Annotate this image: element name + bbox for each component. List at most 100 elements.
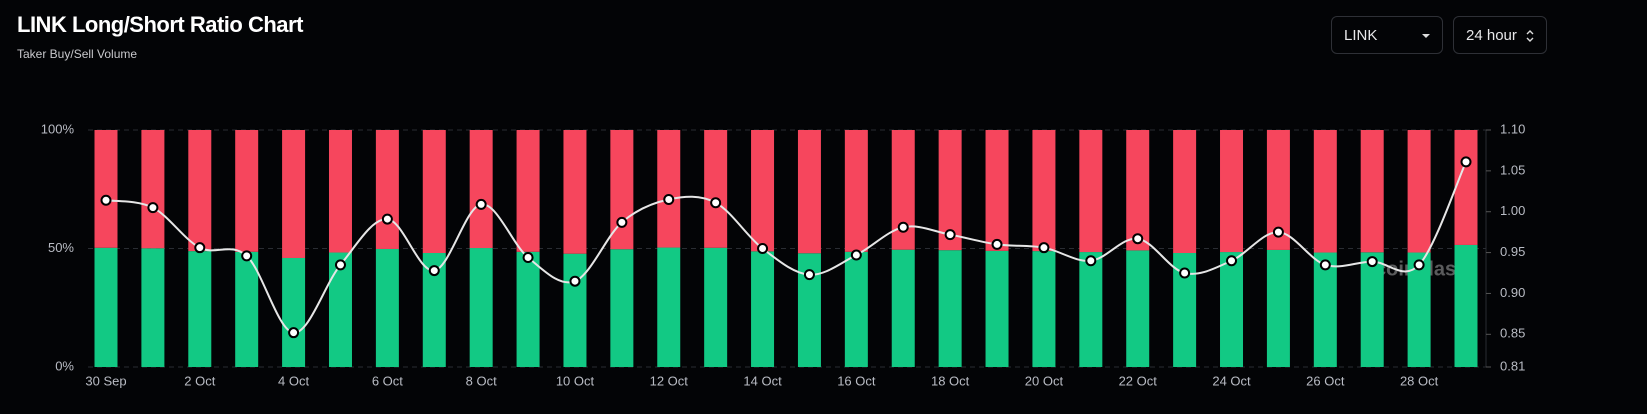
x-tick-label: 4 Oct [278,373,309,388]
ratio-point [1132,233,1144,245]
ratio-point [1413,259,1425,271]
y2-tick-label: 0.85 [1500,326,1525,341]
bar-segment [938,130,962,251]
bar-segment [1079,252,1103,367]
y2-tick-label: 0.95 [1500,244,1525,259]
bar-segment [1407,252,1431,367]
bar-segment [235,251,259,367]
bar-segment [141,130,165,249]
bar-segment [1126,250,1150,367]
ratio-point [194,242,206,254]
bar-segment [1173,130,1197,254]
bar-segment [751,251,775,367]
ratio-point [241,250,253,262]
ratio-point [1179,267,1191,279]
bar-segment [1313,130,1337,253]
ratio-point [991,238,1003,250]
x-tick-label: 2 Oct [184,373,215,388]
x-tick-label: 24 Oct [1212,373,1251,388]
bar-segment [282,130,306,258]
chart-subtitle: Taker Buy/Sell Volume [17,47,138,61]
bar-segment [891,249,915,367]
bar-segment [1407,130,1431,253]
bar-segment [375,248,399,367]
period-dropdown[interactable]: 24 hour [1453,16,1547,54]
bar-segment [938,250,962,367]
bar-segment [1360,252,1384,367]
symbol-dropdown[interactable]: LINK [1331,16,1443,54]
ratio-point [897,221,909,233]
dropdown-caret [1422,34,1430,38]
bar-segment [1126,130,1150,251]
ratio-point [522,251,534,263]
x-tick-label: 12 Oct [650,373,689,388]
bar-segment [328,252,352,367]
bar-segment [516,251,540,367]
ratio-point [850,249,862,261]
bar-segment [469,130,493,249]
bar-segment [1266,249,1290,367]
ratio-point [1272,226,1284,238]
bar-segment [1454,130,1478,245]
ratio-point [1460,156,1472,168]
updown-caret [1526,30,1534,42]
bar-segment [1032,251,1056,367]
bar-segment [797,253,821,367]
bar-segment [704,130,728,248]
ratio-point [147,202,159,214]
bar-segment [94,247,118,367]
ratio-point [663,193,675,205]
x-tick-label: 22 Oct [1119,373,1158,388]
x-tick-label: 10 Oct [556,373,595,388]
ratio-point [569,275,581,287]
bar-segment [328,130,352,253]
ratio-point [1319,259,1331,271]
bar-segment [375,130,399,249]
x-tick-label: 26 Oct [1306,373,1345,388]
ratio-line [105,161,1467,334]
bar-segment [844,130,868,252]
ratio-point [803,269,815,281]
bar-segment [891,130,915,250]
bar-segment [751,130,775,252]
bar-segment [422,130,446,254]
x-tick-label: 8 Oct [466,373,497,388]
bar-segment [844,251,868,367]
bar-segment [282,257,306,367]
ratio-point [616,216,628,228]
bar-segment [94,130,118,248]
x-tick-label: 18 Oct [931,373,970,388]
bar-segment [985,250,1009,367]
ratio-point [100,194,112,206]
ratio-point [475,198,487,210]
y2-tick-label: 1.10 [1500,121,1525,136]
bar-segment [1266,130,1290,250]
x-tick-label: 14 Oct [743,373,782,388]
y2-tick-label: 1.05 [1500,162,1525,177]
ratio-point [288,327,300,339]
bar-segment [610,130,634,250]
bar-segment [1220,130,1244,253]
x-tick-label: 6 Oct [372,373,403,388]
ratio-point [944,229,956,241]
chart-title: LINK Long/Short Ratio Chart [17,12,303,37]
ratio-point [381,213,393,225]
bar-segment [797,130,821,254]
y-tick-label: 100% [41,121,75,136]
bar-segment [141,248,165,367]
bar-segment [516,130,540,252]
bar-segment [610,249,634,367]
bar-segment [188,251,212,367]
y2-tick-label: 1.00 [1500,203,1525,218]
bar-segment [563,253,587,367]
bar-segment [188,130,212,252]
x-tick-label: 30 Sep [85,373,126,388]
bar-segment [657,130,681,248]
bar-segment [985,130,1009,251]
bar-segment [1220,252,1244,367]
ratio-point [1038,242,1050,254]
y-tick-label: 0% [55,358,74,373]
